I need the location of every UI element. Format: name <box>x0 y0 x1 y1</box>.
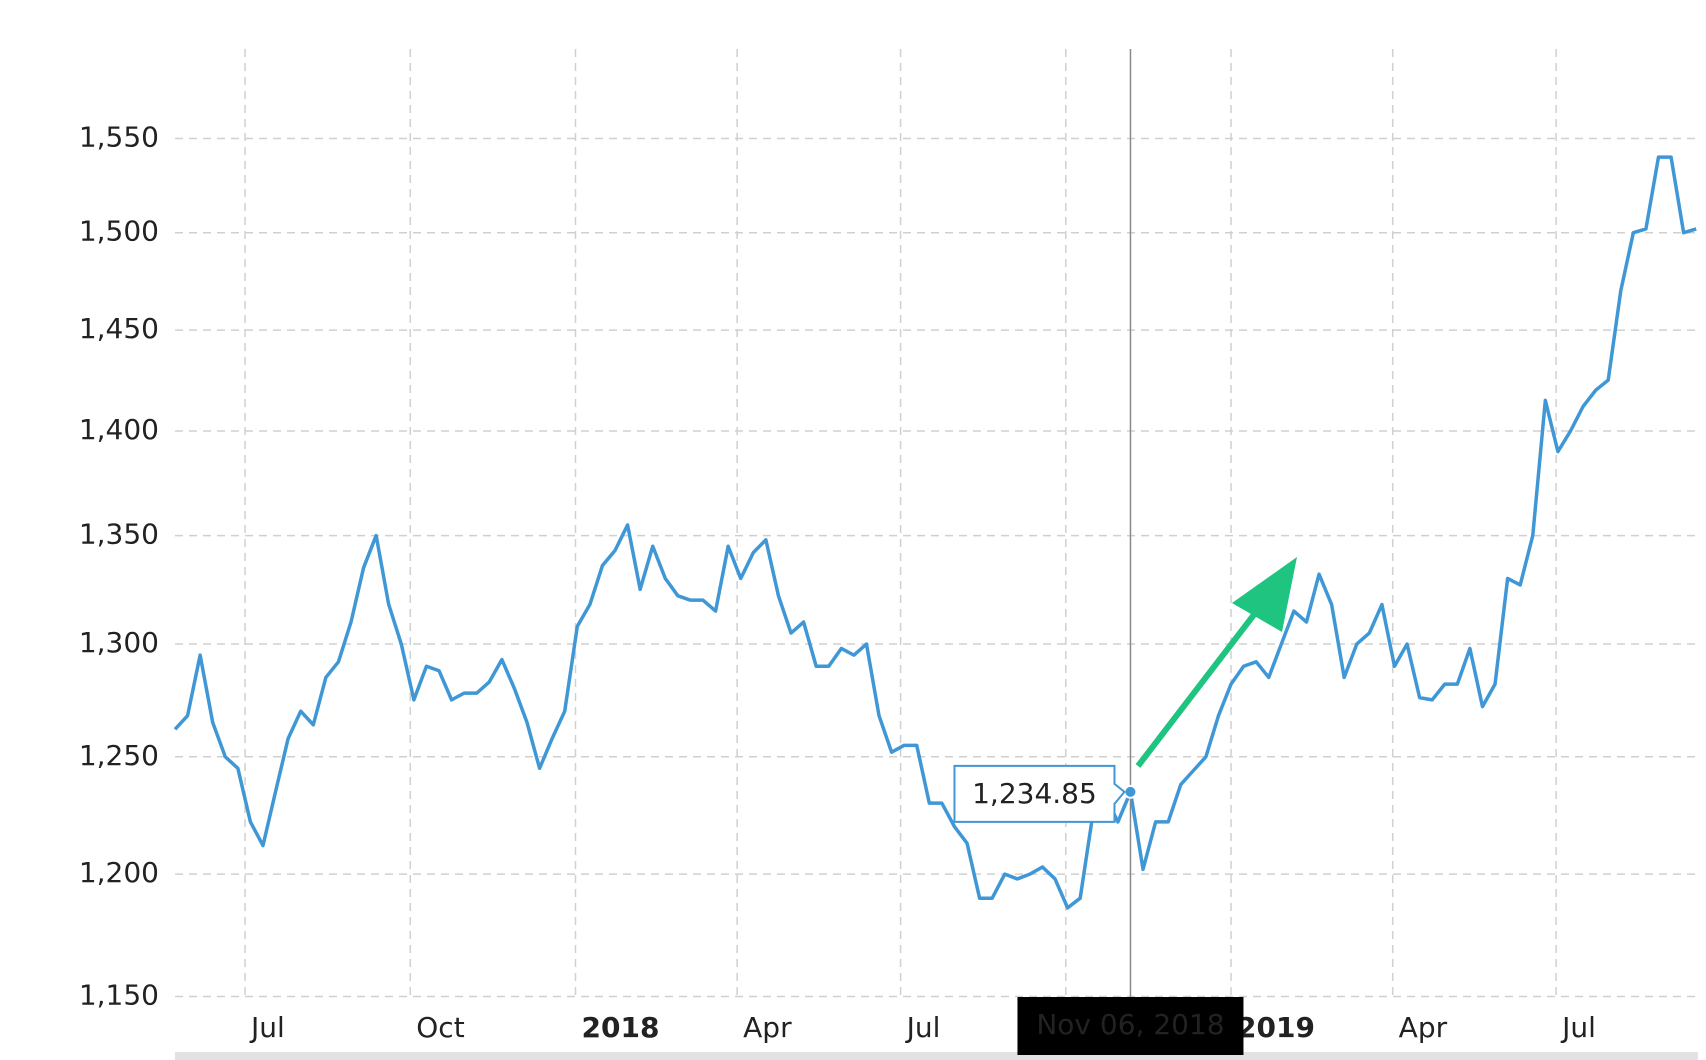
navigator-bar <box>175 1052 1698 1060</box>
grid <box>175 49 1698 998</box>
y-tick-label: 1,400 <box>79 413 159 446</box>
y-tick-label: 1,200 <box>79 856 159 889</box>
y-tick-label: 1,300 <box>79 626 159 659</box>
x-tick-label: Apr <box>743 1011 792 1044</box>
y-tick-label: 1,550 <box>79 120 159 153</box>
y-tick-label: 1,150 <box>79 978 159 1011</box>
x-tick-label: 2019 <box>1237 1011 1315 1044</box>
plot <box>173 155 1697 910</box>
x-tick-label: Oct <box>416 1011 464 1044</box>
overlay: 1,150 1,200 1,250 1,300 1,350 1,400 1,450 1,500… <box>79 120 1698 1060</box>
tooltip-date: Nov 06, 2018 <box>1036 1008 1224 1041</box>
tooltip-box <box>953 764 1126 823</box>
hover-point <box>1123 784 1138 799</box>
x-tick-label: Apr <box>1399 1011 1448 1044</box>
x-tick-label: 2018 <box>582 1011 660 1044</box>
y-tick-label: 1,350 <box>79 518 159 551</box>
trend-arrow <box>1135 557 1297 768</box>
tooltip: 1,234.85 Nov 06, 2018 <box>953 49 1244 1055</box>
price-line <box>173 155 1697 910</box>
tooltip-value: 1,234.85 <box>972 777 1097 810</box>
y-tick-label: 1,250 <box>79 739 159 772</box>
arrow-shaft <box>1135 610 1259 768</box>
x-tick-label: Jul <box>249 1011 285 1044</box>
x-tick-label: Jul <box>1560 1011 1596 1044</box>
arrow-head <box>1232 557 1297 632</box>
x-tick-label: Jul <box>905 1011 941 1044</box>
tooltip-date-box <box>1017 997 1244 1055</box>
y-tick-label: 1,500 <box>79 215 159 248</box>
y-tick-label: 1,450 <box>79 312 159 345</box>
